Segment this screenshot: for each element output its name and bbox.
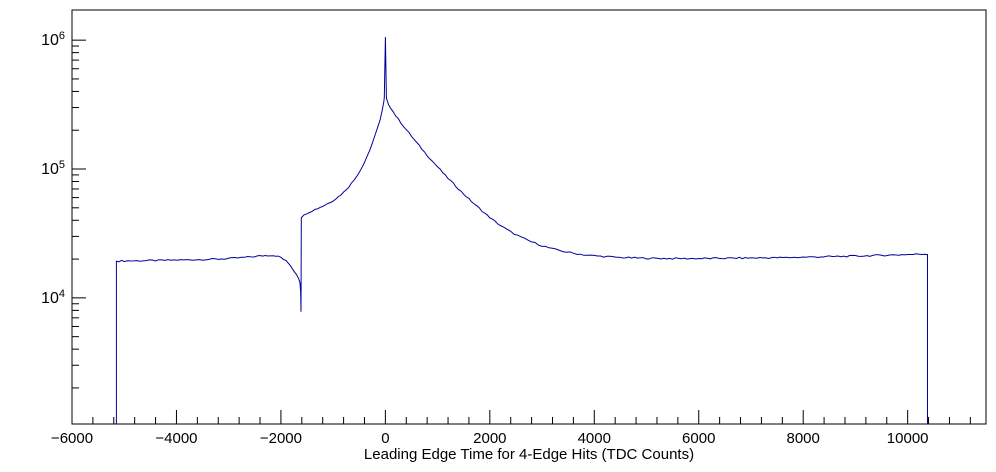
x-axis-title: Leading Edge Time for 4-Edge Hits (TDC C… <box>363 446 695 463</box>
y-tick-label: 105 <box>41 158 65 179</box>
y-axis-ticks <box>72 39 86 389</box>
x-axis-ticks <box>71 410 971 424</box>
x-tick-label: 0 <box>381 430 390 447</box>
x-tick-label: −2000 <box>259 430 302 447</box>
x-tick-label: 8000 <box>786 430 820 447</box>
histogram-curve <box>115 36 928 424</box>
plot-frame <box>71 9 987 425</box>
x-tick-label: 4000 <box>577 430 611 447</box>
y-tick-label: 104 <box>41 287 65 308</box>
x-tick-label: 6000 <box>682 430 716 447</box>
x-tick-label: −6000 <box>50 430 94 447</box>
x-tick-label: 10000 <box>886 430 929 447</box>
y-tick-label: 106 <box>41 29 65 50</box>
x-tick-label: −4000 <box>155 430 198 447</box>
x-tick-label: 2000 <box>473 430 507 447</box>
